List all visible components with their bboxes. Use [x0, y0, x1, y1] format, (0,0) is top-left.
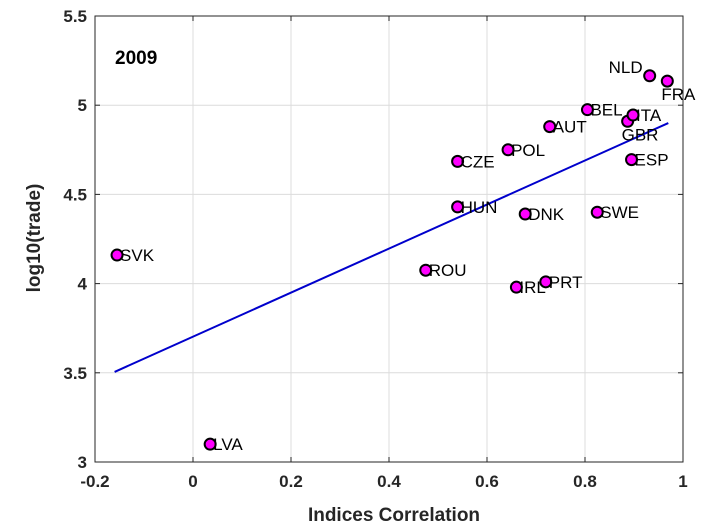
x-tick-label: 0.6 [475, 472, 499, 491]
point-label-prt: PRT [549, 273, 583, 292]
point-label-nld: NLD [609, 58, 643, 77]
data-point-lva [203, 437, 217, 451]
point-label-pol: POL [511, 141, 545, 160]
data-point-ita [626, 108, 640, 122]
y-tick-label: 3.5 [63, 364, 87, 383]
y-tick-label: 3 [78, 453, 87, 472]
point-label-rou: ROU [429, 261, 467, 280]
point-label-dnk: DNK [528, 205, 565, 224]
data-point-aut [543, 120, 557, 134]
x-tick-label: 1 [678, 472, 687, 491]
y-tick-label: 5 [78, 96, 87, 115]
point-label-ita: ITA [636, 106, 662, 125]
axis-ticks: -0.2 0 0.2 0.4 0.6 0.8 1 3 3.5 4 4.5 5 5.5 [63, 7, 687, 491]
data-point-cze [451, 154, 465, 168]
point-label-irl: IRL [519, 278, 545, 297]
y-tick-label: 5.5 [63, 7, 87, 26]
regression-line [114, 122, 669, 373]
point-label-gbr: GBR [622, 125, 659, 144]
point-label-fra: FRA [661, 85, 696, 104]
data-point-svk [110, 248, 124, 262]
data-point-nld [643, 69, 657, 83]
x-tick-label: 0 [188, 472, 197, 491]
data-point-irl [509, 280, 523, 294]
data-point-dnk [518, 207, 532, 221]
y-tick-label: 4 [78, 275, 88, 294]
data-point-rou [419, 263, 433, 277]
x-axis-title: Indices Correlation [308, 505, 480, 526]
data-point-fra [660, 74, 674, 88]
point-label-hun: HUN [461, 198, 498, 217]
year-annotation: 2009 [115, 48, 157, 69]
fit-line-group [114, 122, 669, 373]
data-points [110, 69, 674, 451]
data-point-bel [580, 103, 594, 117]
x-tick-label: 0.2 [279, 472, 303, 491]
point-label-aut: AUT [553, 118, 587, 137]
data-point-hun [451, 200, 465, 214]
x-tick-label: 0.4 [377, 472, 401, 491]
point-label-cze: CZE [461, 152, 495, 171]
x-tick-label: -0.2 [80, 472, 109, 491]
x-tick-label: 0.8 [573, 472, 597, 491]
point-label-swe: SWE [600, 203, 639, 222]
y-axis-title: log10(trade) [24, 184, 45, 293]
data-point-swe [590, 205, 604, 219]
data-point-pol [501, 143, 515, 157]
data-point-prt [539, 275, 553, 289]
y-tick-label: 4.5 [63, 185, 87, 204]
point-label-bel: BEL [590, 101, 622, 120]
point-label-svk: SVK [120, 246, 155, 265]
point-label-esp: ESP [635, 151, 669, 170]
data-point-esp [625, 153, 639, 167]
point-label-lva: LVA [213, 435, 243, 454]
